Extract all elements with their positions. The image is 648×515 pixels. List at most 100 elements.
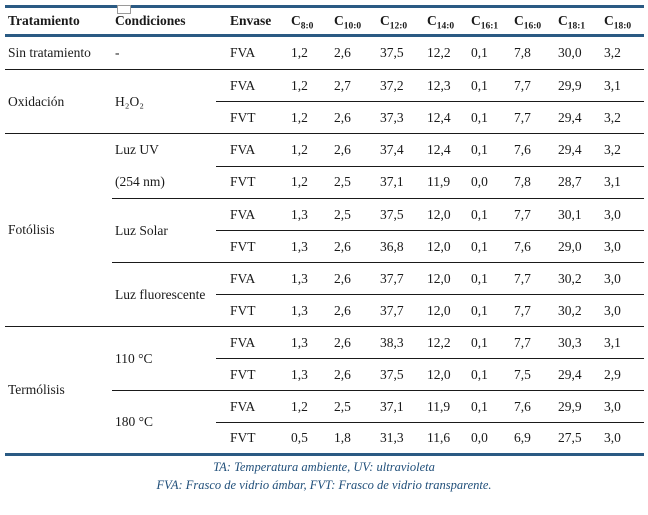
- cell-value: 1,3: [285, 230, 328, 263]
- cell-value: 0,1: [465, 326, 508, 359]
- cell-value: 7,7: [508, 294, 552, 327]
- col-header-acid-c16-0: C16:0: [508, 6, 552, 37]
- cell-value: 36,8: [374, 230, 421, 263]
- cell-value: 7,8: [508, 166, 552, 199]
- cell-envase: FVA: [216, 326, 285, 359]
- table-row: Oxidación H₂O₂ FVA 1,2 2,7 37,2 12,3 0,1…: [5, 69, 644, 134]
- cell-envase: FVT: [230, 430, 256, 445]
- cell-envase: FVA: [216, 198, 285, 231]
- acid-subscript: 12:0: [389, 21, 408, 32]
- cell-value: 37,3: [374, 101, 421, 134]
- acid-subscript: 16:0: [523, 21, 542, 32]
- cell-value: 3,1: [598, 69, 644, 102]
- cell-value: 29,4: [552, 133, 598, 167]
- table-row: Luz fluorescente FVA 1,3 2,6 37,7 12,0 0…: [5, 262, 644, 327]
- cell-condiciones: -: [112, 35, 216, 70]
- cell-value: 37,5: [374, 35, 421, 70]
- cell-envase: FVA: [216, 133, 285, 167]
- cell-value: 3,2: [598, 35, 644, 70]
- cell-value: 3,0: [598, 262, 644, 295]
- acid-symbol: C: [427, 13, 437, 28]
- cell-envase: FVT: [216, 101, 285, 134]
- cell-value: 0,0: [471, 430, 488, 445]
- cell-value: 37,4: [374, 133, 421, 167]
- table-row: FVT 1,2 2,5 37,1 11,9 0,0 7,8 28,7 3,1: [5, 166, 644, 199]
- cell-value: 6,9: [514, 430, 531, 445]
- cell-value: 0,1: [465, 133, 508, 167]
- cell-condiciones: H₂O₂: [112, 69, 216, 134]
- cell-value: 30,0: [552, 35, 598, 70]
- col-header-acid-c8: C8:0: [285, 6, 328, 37]
- cell-value: 7,7: [508, 326, 552, 359]
- cell-value: 7,6: [508, 133, 552, 167]
- cell-value: 12,3: [421, 69, 465, 102]
- cell-value: 3,0: [598, 294, 644, 327]
- cell-value: 37,2: [374, 69, 421, 102]
- table-row: FVT 0,5 1,8 31,3 11,6 0,0 6,9 27,5 3,0: [5, 423, 644, 455]
- cell-condiciones: 180 °C: [115, 414, 154, 429]
- cell-envase: FVT: [216, 166, 285, 199]
- cell-value: 29,9: [552, 69, 598, 102]
- cell-tratamiento: Fotólisis: [5, 133, 112, 327]
- footnote-fva-fvt: FVA: Frasco de vidrio ámbar, FVT: Frasco…: [156, 478, 492, 492]
- cell-value: 29,0: [552, 230, 598, 263]
- cell-value: 2,7: [328, 69, 374, 102]
- acid-subscript: 18:0: [613, 21, 632, 32]
- cell-value: 11,9: [421, 166, 465, 199]
- cell-envase: FVT: [216, 230, 285, 263]
- cell-condiciones: Luz UV (254 nm): [112, 133, 216, 199]
- cell-value: 2,5: [328, 390, 374, 423]
- cell-value: 2,6: [328, 262, 374, 295]
- cell-value: 7,5: [508, 358, 552, 391]
- cell-value: 7,7: [508, 198, 552, 231]
- cell-value: 28,7: [552, 166, 598, 199]
- table-row: Fotólisis Luz UV (254 nm) FVA 1,2 2,6 37…: [5, 133, 644, 327]
- cell-value: 12,4: [421, 133, 465, 167]
- cell-value: 37,1: [374, 390, 421, 423]
- cell-value: 2,6: [328, 35, 374, 70]
- cell-value: 38,3: [374, 326, 421, 359]
- table-row: FVT 1,3 2,6 37,5 12,0 0,1 7,5 29,4 2,9: [5, 358, 644, 391]
- cell-value: 3,0: [598, 198, 644, 231]
- cell-value: 7,6: [508, 230, 552, 263]
- cell-value: 12,0: [421, 294, 465, 327]
- cell-value: 3,0: [598, 230, 644, 263]
- cell-value: 12,0: [421, 230, 465, 263]
- col-header-acid-c18-0: C18:0: [598, 6, 644, 37]
- cell-value: 2,6: [328, 230, 374, 263]
- acid-subscript: 14:0: [436, 21, 455, 32]
- acid-subscript: 8:0: [300, 21, 314, 32]
- cell-envase: FVA: [216, 35, 285, 70]
- cell-value: 3,2: [598, 133, 644, 167]
- col-header-acid-c12: C12:0: [374, 6, 421, 37]
- col-header-acid-c10: C10:0: [328, 6, 374, 37]
- cell-envase: FVA: [216, 390, 285, 423]
- cell-value: 2,6: [328, 358, 374, 391]
- cell-value: 2,6: [328, 133, 374, 167]
- acid-symbol: C: [380, 13, 390, 28]
- cell-value: 31,3: [380, 430, 404, 445]
- cell-value: 37,5: [374, 198, 421, 231]
- cell-tratamiento: Sin tratamiento: [5, 35, 112, 70]
- cell-value: 0,1: [465, 69, 508, 102]
- table-row: Termólisis 110 °C FVA 1,3 2,6 38,3 12,2 …: [5, 326, 644, 397]
- cell-value: 1,2: [285, 166, 328, 199]
- cell-value: 1,3: [285, 326, 328, 359]
- cell-envase: FVA: [216, 69, 285, 102]
- cell-value: 29,4: [552, 358, 598, 391]
- cell-value: 0,0: [465, 166, 508, 199]
- fatty-acid-stability-table: Tratamiento Condiciones Envase C8:0 C10:…: [5, 5, 644, 456]
- acid-subscript: 18:1: [567, 21, 586, 32]
- cell-value: 27,5: [558, 430, 582, 445]
- cell-value: 0,1: [465, 35, 508, 70]
- cell-value: 37,1: [374, 166, 421, 199]
- cell-value: 30,3: [552, 326, 598, 359]
- table-row: FVT 1,3 2,6 36,8 12,0 0,1 7,6 29,0 3,0: [5, 230, 644, 263]
- cell-value: 7,6: [508, 390, 552, 423]
- cell-value: 12,0: [421, 358, 465, 391]
- cell-value: 7,7: [508, 69, 552, 102]
- cell-value: 7,7: [508, 262, 552, 295]
- cell-value: 0,1: [465, 198, 508, 231]
- cell-value: 1,3: [285, 262, 328, 295]
- cell-value: 7,8: [508, 35, 552, 70]
